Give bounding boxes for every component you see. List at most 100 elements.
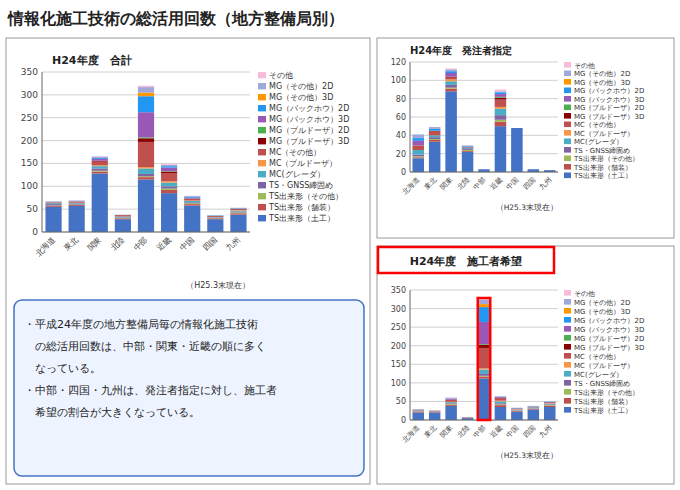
legend-swatch bbox=[258, 127, 266, 133]
x-tick-label: 九州 bbox=[538, 424, 554, 440]
x-axis-line bbox=[410, 172, 558, 173]
bar-segment bbox=[184, 199, 200, 201]
bar-segment bbox=[429, 129, 441, 131]
x-tick-label: 近畿 bbox=[488, 424, 504, 440]
bar-segment bbox=[528, 169, 540, 170]
legend-label: TS・GNSS締固め bbox=[573, 147, 630, 155]
bar-segment bbox=[544, 401, 556, 402]
bar-segment bbox=[478, 169, 490, 170]
bar-segment bbox=[412, 409, 424, 410]
legend-swatch bbox=[564, 105, 571, 111]
bar-segment bbox=[462, 148, 474, 149]
y-tick-label: 20 bbox=[396, 150, 406, 159]
bar-segment bbox=[207, 215, 223, 216]
y-tick-label: 0 bbox=[32, 227, 38, 237]
bar-segment bbox=[528, 169, 540, 170]
bar-segment bbox=[478, 169, 490, 170]
bar-segment bbox=[495, 397, 507, 398]
bar-segment bbox=[230, 215, 246, 232]
bar-segment bbox=[412, 138, 424, 141]
legend-swatch bbox=[564, 299, 571, 305]
bar-segment bbox=[92, 157, 108, 158]
bar-segment bbox=[511, 128, 523, 129]
bar-segment bbox=[528, 407, 540, 409]
bar-segment bbox=[445, 68, 457, 70]
bar-segment bbox=[138, 86, 154, 87]
bar-segment bbox=[462, 147, 474, 148]
bar-segment bbox=[138, 177, 154, 179]
bar-segment bbox=[412, 411, 424, 412]
bar-segment bbox=[528, 406, 540, 407]
bar-segment bbox=[528, 407, 540, 408]
bar-segment bbox=[230, 208, 246, 209]
bar-segment bbox=[115, 219, 131, 232]
x-tick-label: 北海道 bbox=[401, 176, 422, 197]
legend-swatch bbox=[564, 79, 571, 85]
bar-segment bbox=[544, 170, 556, 171]
bar-segment bbox=[495, 109, 507, 115]
legend-swatch bbox=[564, 96, 571, 102]
bar-segment bbox=[115, 215, 131, 216]
bar-segment bbox=[69, 202, 85, 203]
legend-swatch bbox=[564, 380, 571, 386]
grid-line bbox=[410, 98, 558, 99]
legend-label: MG（バックホウ）2D bbox=[574, 87, 644, 95]
bar-segment bbox=[528, 406, 540, 407]
x-tick-label: 北陸 bbox=[456, 176, 472, 192]
bar-segment bbox=[495, 92, 507, 93]
bar-segment bbox=[544, 403, 556, 404]
bar-segment bbox=[544, 406, 556, 407]
bar-segment bbox=[495, 98, 507, 100]
bar-segment bbox=[511, 409, 523, 410]
bar-segment bbox=[478, 369, 490, 373]
text-box-line: ・中部・四国・九州は、発注者指定に対し、施工者 bbox=[24, 384, 277, 397]
legend-label: MG（ブルドーザ）2D bbox=[574, 335, 644, 343]
legend-swatch bbox=[564, 317, 571, 323]
bar-segment bbox=[511, 409, 523, 411]
legend-swatch bbox=[564, 71, 571, 77]
bar-segment bbox=[207, 216, 223, 217]
bar-segment bbox=[92, 172, 108, 174]
bar-segment bbox=[115, 217, 131, 218]
bar-segment bbox=[495, 405, 507, 407]
bar-segment bbox=[69, 201, 85, 202]
bar-segment bbox=[92, 173, 108, 232]
y-axis-line bbox=[410, 290, 411, 420]
bar-segment bbox=[511, 128, 523, 129]
legend-label: MC（その他） bbox=[269, 148, 322, 157]
legend-label: MG（バックホウ）3D bbox=[269, 115, 349, 124]
y-tick-label: 80 bbox=[396, 95, 406, 104]
bar-segment bbox=[429, 127, 441, 129]
bar-segment bbox=[184, 195, 200, 196]
bar-segment bbox=[495, 92, 507, 94]
bar-segment bbox=[230, 207, 246, 208]
legend-label: MG（その他）2D bbox=[269, 82, 333, 91]
bar-segment bbox=[462, 417, 474, 418]
x-tick-label: 中国 bbox=[178, 235, 196, 253]
bar-segment bbox=[462, 147, 474, 149]
bar-segment bbox=[92, 156, 108, 157]
panel-frame bbox=[377, 246, 674, 484]
y-tick-label: 120 bbox=[391, 58, 406, 67]
bar-segment bbox=[445, 406, 457, 420]
bar-segment bbox=[495, 396, 507, 398]
legend-swatch bbox=[258, 193, 266, 199]
legend-swatch bbox=[564, 362, 571, 368]
bar-segment bbox=[412, 409, 424, 410]
bar-segment bbox=[45, 207, 61, 232]
bar-segment bbox=[161, 193, 177, 232]
bar-segment bbox=[412, 134, 424, 135]
bar-segment bbox=[478, 169, 490, 170]
legend-label: MG（バックホウ）2D bbox=[269, 104, 349, 113]
bar-segment bbox=[445, 89, 457, 92]
bar-segment bbox=[138, 96, 154, 112]
bar-segment bbox=[495, 115, 507, 120]
bar-segment bbox=[92, 157, 108, 158]
y-tick-label: 0 bbox=[401, 168, 406, 177]
bar-segment bbox=[445, 81, 457, 85]
y-tick-label: 50 bbox=[396, 397, 406, 406]
y-tick-label: 300 bbox=[21, 90, 38, 100]
bar-segment bbox=[445, 397, 457, 398]
bar-segment bbox=[412, 410, 424, 412]
legend-label: MG（その他）3D bbox=[574, 79, 630, 87]
